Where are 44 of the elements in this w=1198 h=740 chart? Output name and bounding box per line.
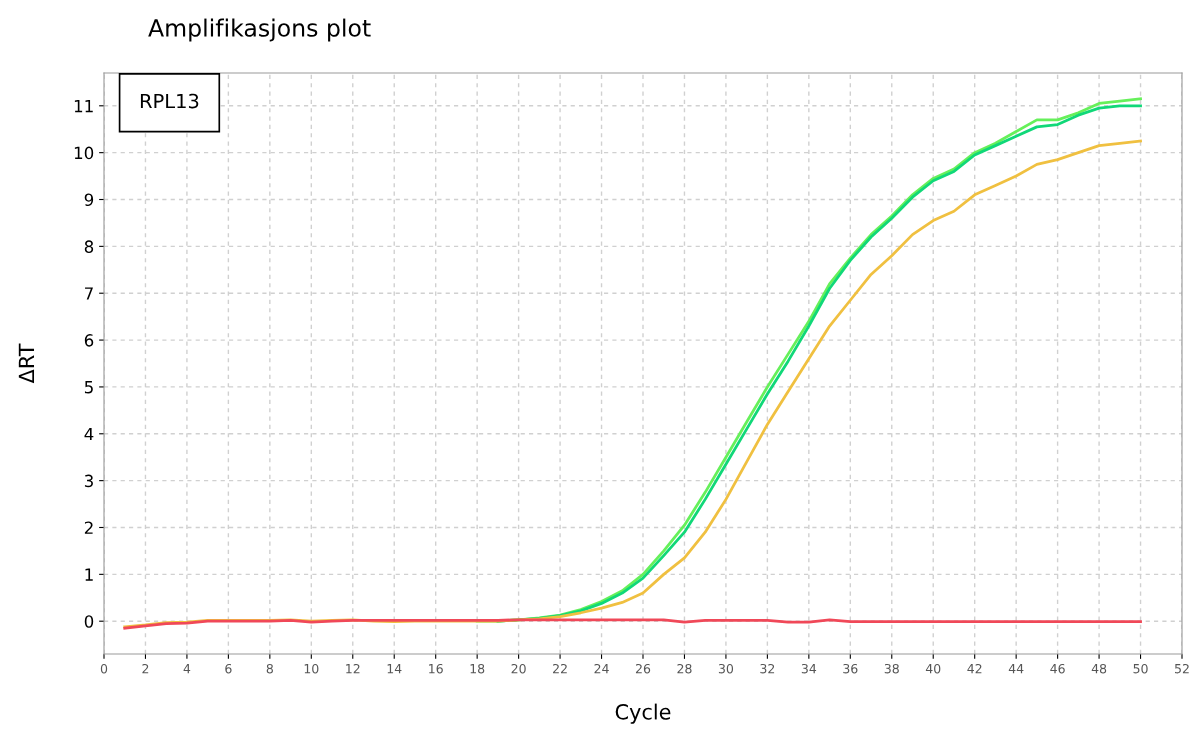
x-tick-label: 30 [718,663,734,674]
chart-title: Amplifikasjons plot [148,18,371,42]
y-tick-label: 6 [84,334,94,347]
x-axis-title: Cycle [615,703,671,724]
x-tick-label: 38 [884,663,899,674]
y-tick-label: 2 [84,521,93,534]
x-tick-label: 36 [843,663,858,674]
y-tick-label: 11 [74,99,93,113]
y-tick-label: 8 [84,240,94,253]
y-tick-label: 4 [84,427,94,441]
x-tick-label: 40 [925,663,941,674]
x-tick-label: 22 [553,663,567,674]
x-tick-label: 20 [511,663,526,674]
y-tick-label: 3 [84,474,93,488]
y-tick-label: 7 [85,287,93,300]
x-tick-label: 28 [677,663,692,674]
x-tick-label: 34 [801,663,817,674]
x-tick-label: 32 [760,663,775,674]
x-tick-label: 50 [1133,663,1148,674]
x-tick-label: 0 [100,663,108,674]
y-tick-label: 5 [84,381,93,394]
y-tick-label: 0 [84,615,94,628]
x-tick-label: 42 [967,663,982,674]
x-tick-label: 2 [142,663,149,674]
x-tick-label: 6 [225,663,232,674]
x-tick-label: 16 [429,663,443,674]
y-tick-label: 9 [84,193,94,207]
x-tick-label: 8 [266,663,273,674]
x-tick-label: 26 [635,663,651,674]
x-tick-label: 18 [470,663,485,674]
x-tick-label: 14 [387,664,402,674]
annotation: RPL13 [140,93,199,109]
x-tick-label: 12 [346,663,360,674]
y-axis-title: ΔRT [18,343,35,384]
y-tick-label: 1 [85,568,93,581]
line-series [123,618,1142,630]
x-tick-label: 48 [1091,663,1107,674]
x-tick-label: 44 [1008,664,1024,674]
x-tick-label: 24 [594,663,609,674]
x-tick-label: 46 [1050,663,1065,674]
x-tick-label: 52 [1175,663,1189,674]
x-tick-label: 4 [183,664,191,674]
y-tick-label: 10 [74,146,94,160]
x-tick-label: 10 [304,663,319,674]
